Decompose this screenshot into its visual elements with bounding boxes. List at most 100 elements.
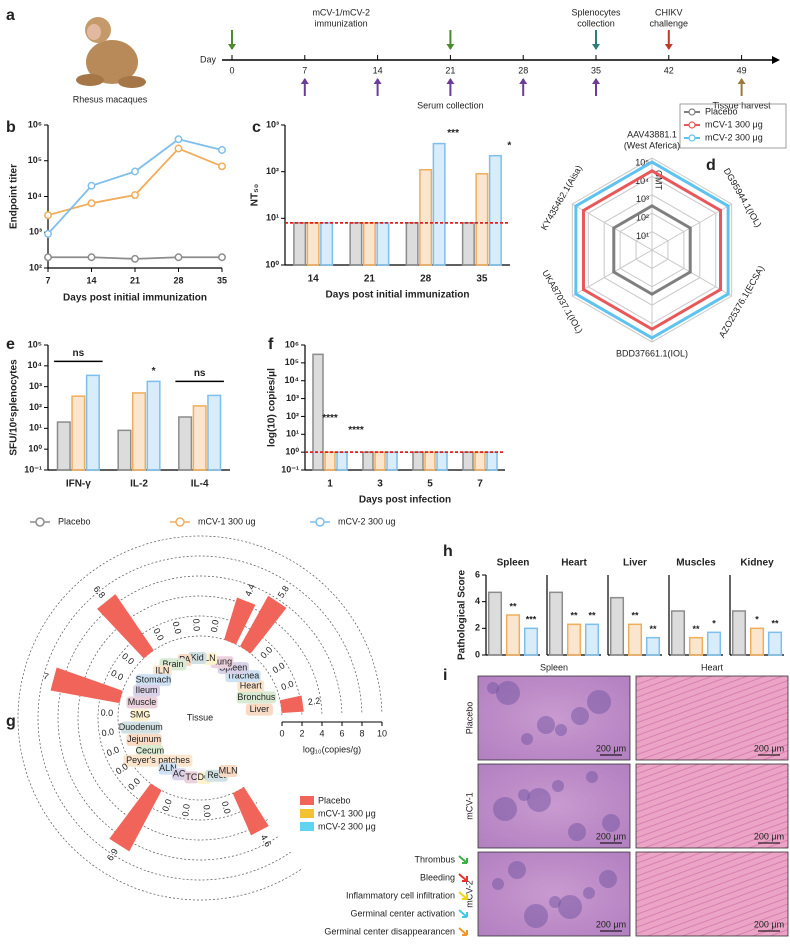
tissue-label: Peyer's patches [126,755,190,765]
tissue-blob [508,861,526,879]
bar [419,168,433,266]
y-axis-label: Pathological Score [457,570,468,660]
bar-value-label: 0.0 [160,798,174,813]
tissue-label: Kid [191,652,204,662]
timeline-tick-label: 14 [373,65,383,75]
timeline-tick-label: 35 [591,65,601,75]
tissue-pill [171,768,187,781]
bar-value-label: 0.0 [100,707,113,718]
significance-label: *** [447,128,459,139]
legend-marker [35,517,45,527]
radar-point [650,160,654,164]
bar-value-label: 0.0 [151,627,166,643]
bar [207,394,222,471]
radar-tick-label: 10² [636,213,649,223]
radar-tick-label: 10¹ [636,231,649,241]
bar [117,429,132,471]
tissue-blob [549,896,561,908]
bar [412,451,424,471]
event-arrowhead [592,78,600,84]
radar-point [719,208,723,212]
event-arrowhead [446,78,455,84]
x-axis-label: Days post initial immunization [63,293,207,304]
event-arrowhead [300,78,309,84]
axis-tick-label: 0 [279,728,284,738]
radar-point [726,204,730,208]
chart-title: Spleen [497,558,530,569]
bar [731,610,747,656]
radar-spoke [651,249,732,297]
y-tick-label: 10⁶ [28,119,42,129]
bar [306,222,320,266]
tissue-blob [521,733,533,745]
tissue-blob [568,823,586,841]
tissue-pill [236,691,277,704]
panel-label: b [6,119,16,136]
radar-spoke [572,203,653,251]
panel-label: h [443,543,453,560]
tissue-label: Muscle [128,697,157,707]
bar-value-label: 0.0 [271,660,287,675]
radar-point [688,226,692,230]
x-axis-label: Days post initial immunization [326,290,470,301]
timeline-axis-label: Day [200,54,217,64]
radar-spoke [572,249,653,297]
data-point [44,253,52,262]
tissue-blob [587,690,611,714]
axis-tick-label: 6 [339,728,344,738]
center-label: Tissue [187,712,213,722]
tissue-pill [136,745,164,758]
bar-value-label: 0.0 [180,803,192,817]
bar [362,222,376,266]
tissue-blob [493,797,517,821]
x-tick-label: 7 [477,479,483,490]
bar [767,631,783,656]
event-label: Splenocytes [571,7,621,17]
tissue-blob [527,788,551,812]
data-point [218,162,226,171]
event-arrowhead [664,44,673,50]
significance-label: * [712,619,716,629]
event-label: CHIKV [655,7,683,17]
y-axis-label: NT₅₀ [250,184,261,206]
tissue-label: LN [204,653,216,663]
panel-label: i [443,667,447,684]
row-label: mCV-2 [464,880,474,908]
tissue-label: TC [185,772,197,782]
tissue-blob [518,789,530,801]
tissue-blob [571,707,589,725]
bar [320,222,334,266]
y-tick-label: 10² [29,402,42,412]
data-point [87,253,96,262]
bar-value-label: 5.8 [276,584,291,600]
radar-point [574,292,578,296]
bar [670,610,686,656]
radar-point [581,288,585,292]
y-tick-label: 10² [29,262,42,272]
bar [386,451,398,471]
data-point [174,144,183,153]
bar [424,451,436,471]
bar [405,222,419,266]
radar-point [688,270,692,274]
tissue-label: Lung [212,657,232,667]
data-point [44,211,52,220]
axis-tick-label: 10 [377,728,387,738]
legend-label: Germinal center disappearancen [324,926,455,936]
x-tick-label: 21 [130,275,140,285]
bar-value-label: 0.0 [258,645,274,661]
radial-bar [138,771,148,781]
legend-arrow [458,891,468,900]
bar [376,222,390,266]
legend-marker [175,517,185,527]
y-tick-label: 10⁶ [285,339,299,349]
radial-bar [173,637,186,641]
bar-value-label: 0.0 [171,620,184,635]
radial-bar [239,595,287,654]
bar-value-label: 0.0 [209,619,221,633]
panel-label: a [6,7,15,24]
x-tick-label: 1 [327,479,333,490]
tissue-blob [586,771,598,783]
tissue-label: MLN [219,765,238,775]
